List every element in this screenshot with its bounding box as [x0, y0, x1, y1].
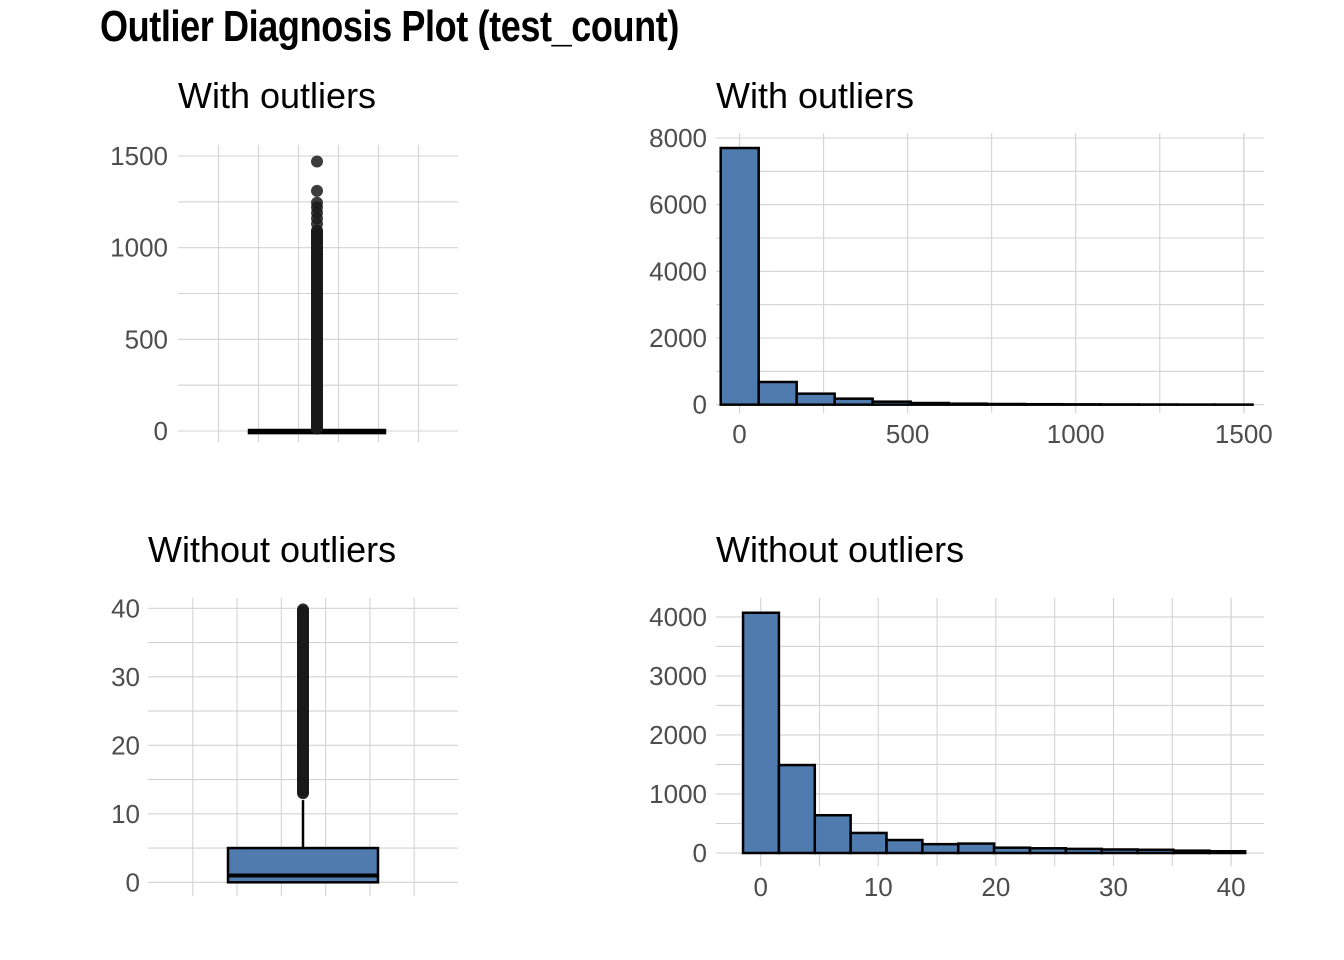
outlier-point [297, 603, 309, 616]
y-tick-label: 2000 [649, 720, 707, 750]
x-tick-label: 1500 [1215, 419, 1273, 449]
histogram-bar [795, 392, 836, 406]
panel-boxplot-with-outliers: 0 500 1000 1500 With outliers [110, 75, 458, 446]
histogram-bar [849, 831, 888, 855]
main-title: Outlier Diagnosis Plot (test_count) [100, 2, 680, 51]
histogram-bar [921, 842, 960, 855]
x-tick-label: 30 [1099, 872, 1128, 902]
histogram-bar [1208, 849, 1247, 855]
y-tick-label: 3000 [649, 661, 707, 691]
y-tick-label: 10 [111, 799, 140, 829]
histogram-bar [909, 401, 950, 406]
panel-histogram-without-outliers: 0 1000 2000 3000 4000 0 10 20 30 40 Without outlie… [649, 529, 1264, 902]
outlier-point [311, 184, 323, 197]
panel-title: Without outliers [148, 529, 396, 570]
histogram-bar [1028, 847, 1068, 855]
x-tick-label: 0 [753, 872, 767, 902]
x-tick-label: 20 [981, 872, 1010, 902]
y-tick-label: 4000 [649, 256, 707, 286]
y-tick-label: 0 [693, 390, 707, 420]
histogram-bar [871, 400, 912, 406]
histogram-bar [947, 402, 988, 406]
histogram-bar [956, 842, 996, 855]
histogram-bar [1172, 849, 1211, 855]
panel-title: With outliers [178, 75, 376, 116]
histogram-bar [992, 846, 1032, 855]
y-tick-label: 500 [125, 324, 168, 354]
y-tick-label: 6000 [649, 190, 707, 220]
x-tick-label: 40 [1217, 872, 1246, 902]
y-tick-label: 4000 [649, 602, 707, 632]
y-tick-label: 8000 [649, 123, 707, 153]
y-tick-label: 0 [126, 867, 140, 897]
histogram-bar [1100, 848, 1139, 855]
y-tick-label: 20 [111, 730, 140, 760]
y-tick-label: 40 [111, 593, 140, 623]
histogram-bar [813, 813, 852, 855]
histogram-bar [741, 611, 781, 855]
histogram-bar [985, 402, 1026, 406]
panel-title: With outliers [716, 75, 914, 116]
histogram-bar [757, 380, 798, 406]
y-tick-label: 0 [154, 416, 168, 446]
histogram-bar [885, 838, 924, 855]
y-tick-label: 0 [693, 838, 707, 868]
x-tick-label: 1000 [1047, 419, 1105, 449]
y-tick-label: 30 [111, 662, 140, 692]
histogram-bar [777, 763, 817, 855]
y-tick-label: 1000 [649, 779, 707, 809]
histogram-bar [833, 397, 874, 406]
x-tick-label: 500 [886, 419, 929, 449]
x-tick-label: 0 [732, 419, 746, 449]
panel-title: Without outliers [716, 529, 964, 570]
outlier-point [311, 155, 323, 168]
panel-histogram-with-outliers: 0 2000 4000 6000 8000 0 500 1000 1500 With outlie… [649, 75, 1273, 449]
histogram-bar [1136, 848, 1175, 855]
histogram-bar [1064, 847, 1103, 855]
histogram-bar [719, 146, 760, 406]
x-tick-label: 10 [864, 872, 893, 902]
y-tick-label: 1500 [110, 141, 168, 171]
outlier-point [311, 196, 323, 209]
panel-boxplot-without-outliers: 0 10 20 30 40 Without outliers [111, 529, 458, 897]
y-tick-label: 2000 [649, 323, 707, 353]
y-tick-label: 1000 [110, 233, 168, 263]
